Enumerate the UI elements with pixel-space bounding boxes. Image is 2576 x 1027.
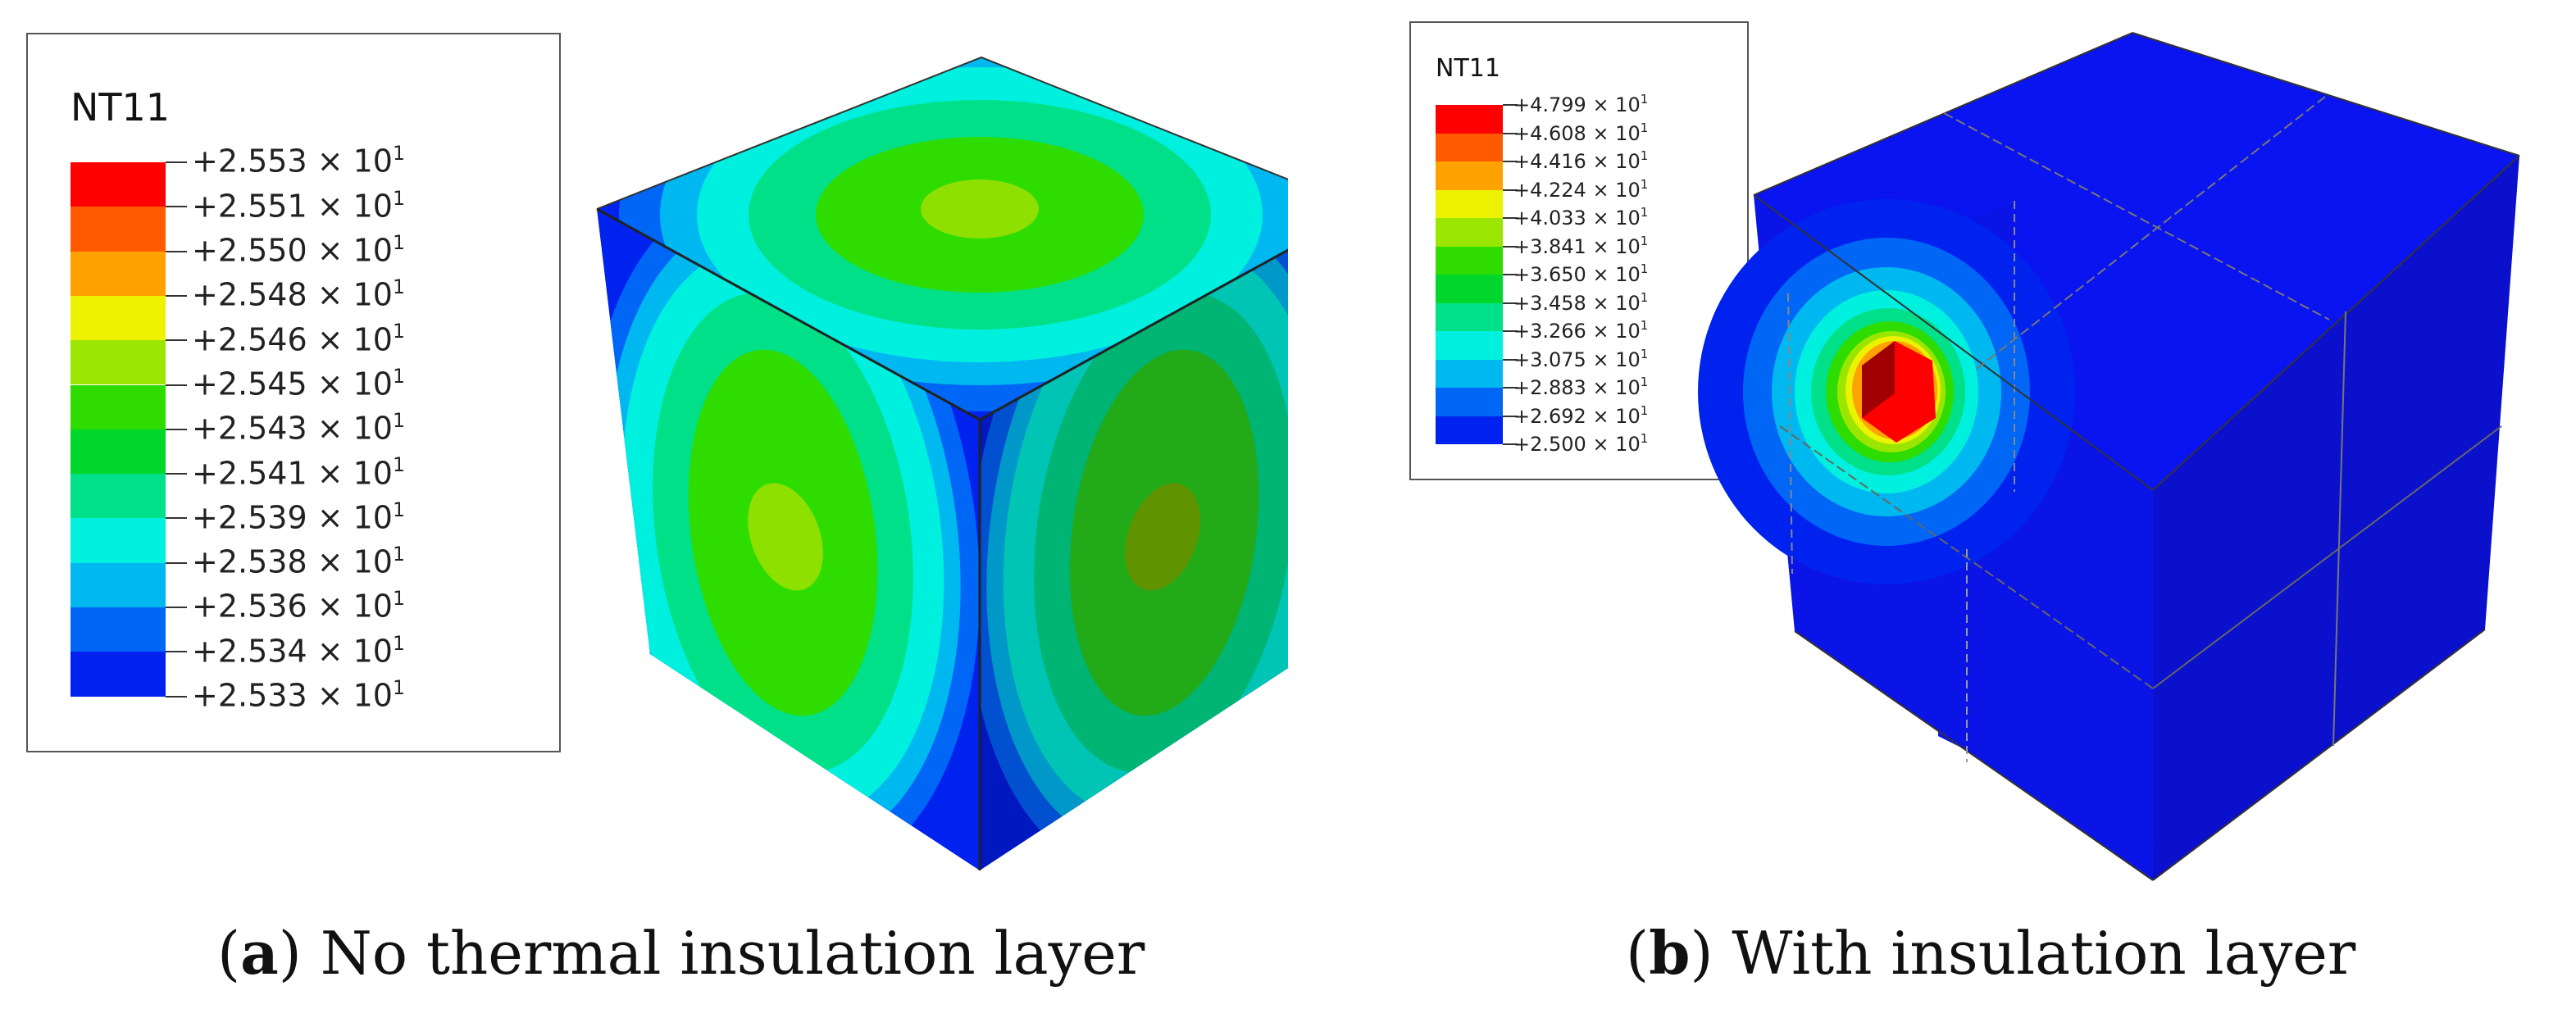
legend-a-tick-11 [166,651,187,653]
caption-a-text: No thermal insulation layer [301,919,1145,988]
legend-b-tick-3 [1503,189,1518,191]
legend-b-swatch-9 [1436,359,1503,388]
legend-b-label-4: +4.033 × 101 [1513,205,1649,230]
legend-b-tick-5 [1503,245,1518,248]
legend-b-label-9: +3.075 × 101 [1513,346,1649,371]
legend-a-tick-2 [166,250,187,252]
cube-b-hotspot [1698,199,2075,584]
legend-b-tick-4 [1503,217,1518,219]
legend-b-tick-11 [1503,415,1518,417]
legend-a-swatch-7 [71,474,166,519]
legend-a-swatch-1 [71,207,166,252]
legend-a-label-8: +2.539 × 101 [192,498,405,536]
legend-b-tick-7 [1503,302,1518,304]
legend-a-tick-10 [166,607,187,608]
legend-b-tick-2 [1503,161,1518,162]
legend-a-title: NT11 [71,85,171,130]
cube-b-top-face [1754,33,2519,490]
cube-b-right-face [2153,156,2519,880]
legend-a-tick-3 [166,294,187,297]
legend-b-swatch-2 [1436,161,1503,190]
legend-b-tick-9 [1503,358,1518,361]
legend-b-tick-6 [1503,274,1518,275]
panel-a: NT11 +2.553 × 101 +2.551 × 101 +2.550 × 10… [26,33,1288,988]
legend-b-swatch-11 [1436,416,1503,444]
legend-b: NT11 +4.799 × 101 +4.608 × 101 +4.416 × 10… [1409,21,1749,480]
legend-b-tick-0 [1503,104,1518,106]
legend-a-tick-8 [166,517,187,520]
legend-a-swatch-4 [71,340,166,385]
legend-b-label-6: +3.650 × 101 [1513,261,1649,287]
legend-a-tick-0 [166,161,187,163]
caption-b-letter: b [1649,918,1691,988]
legend-a-swatch-11 [71,652,166,697]
legend-a-tick-7 [166,473,187,475]
legend-b-swatch-6 [1436,275,1503,303]
legend-b-label-8: +3.266 × 101 [1513,318,1649,343]
legend-b-swatch-7 [1436,302,1503,331]
legend-a-label-10: +2.536 × 101 [192,587,405,625]
caption-a: (a) No thermal insulation layer [217,918,1145,988]
cube-a-contour [596,56,1288,870]
legend-a-swatch-8 [71,518,166,563]
legend-a-swatch-0 [71,162,166,207]
caption-a-letter: a [240,918,279,988]
legend-a-label-3: +2.548 × 101 [192,275,405,313]
legend-a-tick-1 [166,206,187,208]
legend-a-swatch-3 [71,295,166,341]
caption-b-text: With insulation layer [1713,919,2356,988]
cube-b-contour [1698,32,2520,881]
legend-b-label-12: +2.500 × 101 [1513,431,1649,457]
legend-b-label-5: +3.841 × 101 [1513,233,1649,258]
legend-b-swatch-1 [1436,133,1503,161]
legend-a-swatch-6 [71,429,166,475]
legend-a-label-7: +2.541 × 101 [192,453,405,492]
legend-b-label-7: +3.458 × 101 [1513,289,1649,315]
legend-b-tick-8 [1503,330,1518,332]
legend-a-label-1: +2.551 × 101 [192,186,405,225]
legend-a-swatch-2 [71,251,166,296]
legend-b-swatch-0 [1436,105,1503,134]
legend-a-swatch-9 [71,562,166,607]
legend-a-label-5: +2.545 × 101 [192,364,405,402]
legend-b-tick-10 [1503,387,1518,389]
legend-b-swatch-10 [1436,388,1503,416]
legend-a-tick-4 [166,339,187,342]
legend-a-tick-12 [166,695,187,698]
legend-a-label-11: +2.534 × 101 [192,631,405,670]
legend-a-label-6: +2.543 × 101 [192,409,405,447]
legend-b-tick-1 [1503,132,1518,134]
caption-b: (b) With insulation layer [1626,918,2356,988]
legend-b-label-1: +4.608 × 101 [1513,120,1649,145]
legend-a-tick-9 [166,561,187,564]
legend-a-tick-6 [166,428,187,430]
legend-a-label-12: +2.533 × 101 [192,675,405,714]
legend-b-tick-12 [1503,443,1518,445]
legend-b-swatch-5 [1436,246,1503,275]
legend-b-swatch-8 [1436,331,1503,360]
legend-b-label-11: +2.692 × 101 [1513,402,1649,428]
legend-b-label-2: +4.416 × 101 [1513,148,1649,174]
legend-b-swatch-3 [1436,189,1503,218]
legend-a-label-0: +2.553 × 101 [192,142,405,180]
legend-a-swatch-10 [71,607,166,652]
legend-a-label-4: +2.546 × 101 [192,320,405,358]
legend-b-label-3: +4.224 × 101 [1513,176,1649,202]
legend-b-swatch-4 [1436,218,1503,247]
legend-a-tick-5 [166,384,187,386]
legend-a-label-2: +2.550 × 101 [192,230,405,269]
legend-a-label-9: +2.538 × 101 [192,542,405,580]
legend-b-title: NT11 [1436,54,1500,83]
panel-b: NT11 +4.799 × 101 +4.608 × 101 +4.416 × 10… [1288,0,2576,1027]
legend-b-label-0: +4.799 × 101 [1513,92,1649,117]
legend-b-label-10: +2.883 × 101 [1513,375,1649,400]
legend-a: NT11 +2.553 × 101 +2.551 × 101 +2.550 × 10… [26,33,561,752]
legend-a-swatch-5 [71,384,166,429]
